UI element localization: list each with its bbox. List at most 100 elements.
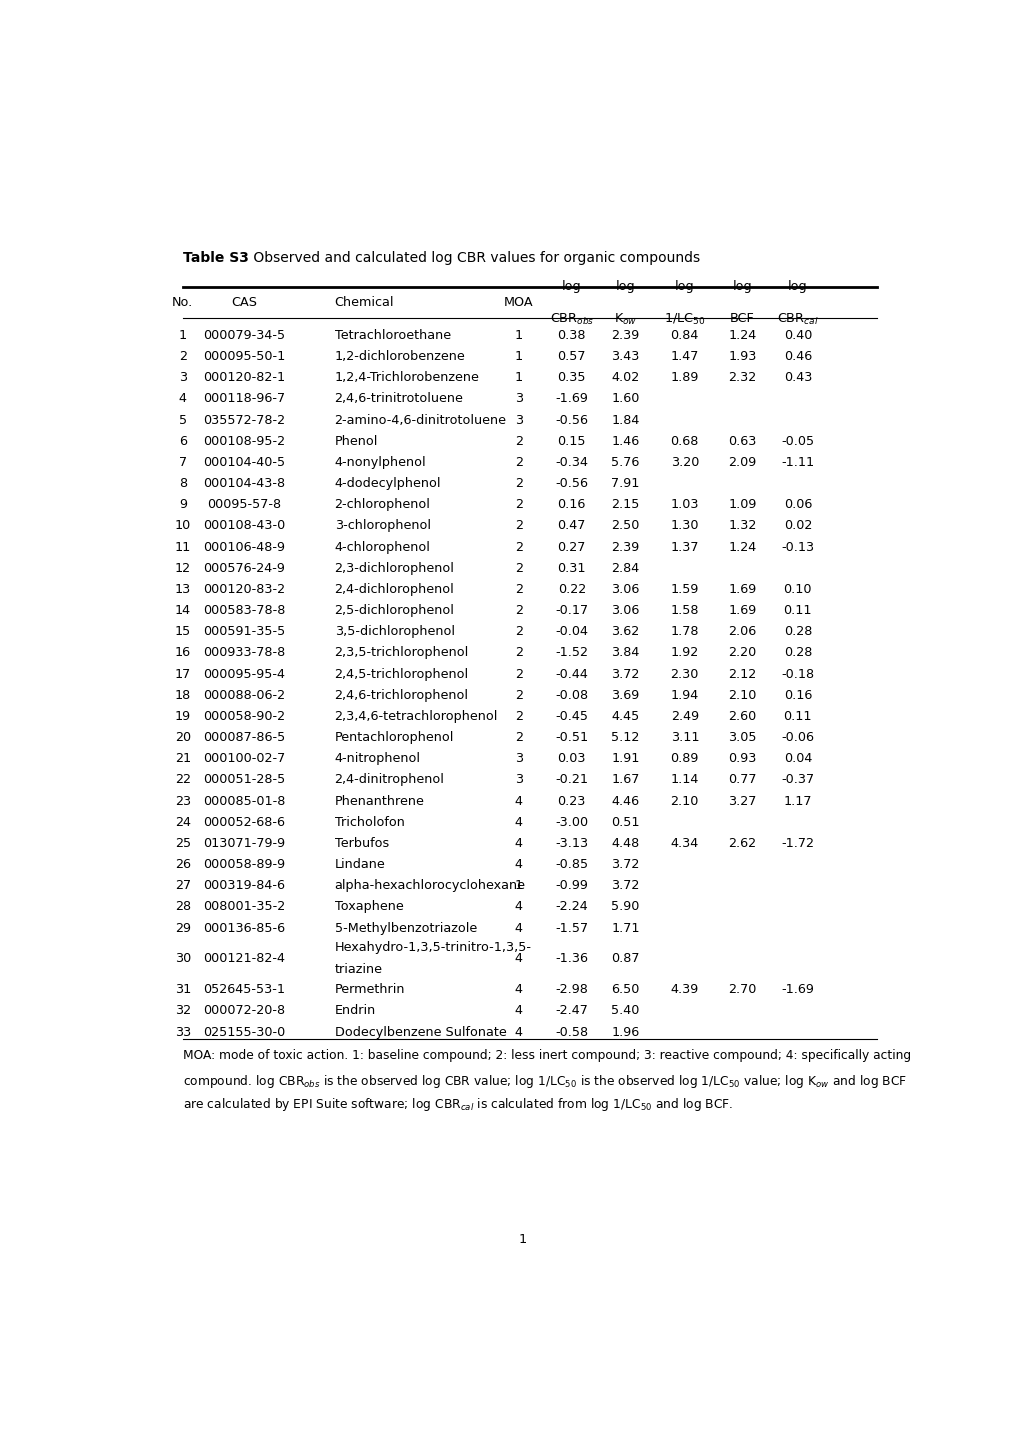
Text: 2: 2	[515, 710, 523, 723]
Text: 1.96: 1.96	[610, 1026, 639, 1039]
Text: -0.56: -0.56	[554, 478, 588, 491]
Text: -1.72: -1.72	[781, 837, 813, 850]
Text: No.: No.	[172, 296, 194, 309]
Text: 2,4-dinitrophenol: 2,4-dinitrophenol	[334, 773, 444, 786]
Text: 000108-43-0: 000108-43-0	[203, 519, 285, 532]
Text: -2.24: -2.24	[554, 900, 588, 913]
Text: 000058-89-9: 000058-89-9	[203, 859, 285, 872]
Text: 1.78: 1.78	[669, 625, 698, 638]
Text: Phenol: Phenol	[334, 434, 378, 447]
Text: 2,3-dichlorophenol: 2,3-dichlorophenol	[334, 561, 454, 574]
Text: 2: 2	[515, 732, 523, 745]
Text: 2: 2	[515, 625, 523, 638]
Text: 2: 2	[515, 456, 523, 469]
Text: 1.17: 1.17	[783, 795, 811, 808]
Text: 4.45: 4.45	[610, 710, 639, 723]
Text: 0.40: 0.40	[783, 329, 811, 342]
Text: 1.59: 1.59	[669, 583, 698, 596]
Text: 000051-28-5: 000051-28-5	[203, 773, 285, 786]
Text: 3.62: 3.62	[610, 625, 639, 638]
Text: -3.00: -3.00	[554, 815, 588, 828]
Text: 4: 4	[515, 815, 523, 828]
Text: 14: 14	[174, 605, 191, 618]
Text: 3,5-dichlorophenol: 3,5-dichlorophenol	[334, 625, 454, 638]
Text: 1,2-dichlorobenzene: 1,2-dichlorobenzene	[334, 351, 465, 364]
Text: 4.46: 4.46	[610, 795, 639, 808]
Text: 26: 26	[174, 859, 191, 872]
Text: 2: 2	[515, 561, 523, 574]
Text: 4: 4	[515, 900, 523, 913]
Text: 0.03: 0.03	[557, 752, 586, 765]
Text: 4: 4	[515, 952, 523, 965]
Text: Lindane: Lindane	[334, 859, 385, 872]
Text: 0.46: 0.46	[783, 351, 811, 364]
Text: 2-chlorophenol: 2-chlorophenol	[334, 498, 430, 511]
Text: 28: 28	[174, 900, 191, 913]
Text: 4.48: 4.48	[610, 837, 639, 850]
Text: 2,4-dichlorophenol: 2,4-dichlorophenol	[334, 583, 453, 596]
Text: -1.69: -1.69	[554, 392, 588, 405]
Text: 21: 21	[174, 752, 191, 765]
Text: MOA: MOA	[503, 296, 533, 309]
Text: 000052-68-6: 000052-68-6	[204, 815, 285, 828]
Text: 000100-02-7: 000100-02-7	[203, 752, 285, 765]
Text: 000319-84-6: 000319-84-6	[204, 879, 285, 892]
Text: 2.60: 2.60	[728, 710, 756, 723]
Text: 7: 7	[178, 456, 186, 469]
Text: 11: 11	[174, 541, 191, 554]
Text: 0.89: 0.89	[669, 752, 698, 765]
Text: 2,5-dichlorophenol: 2,5-dichlorophenol	[334, 605, 454, 618]
Text: 1: 1	[519, 1234, 526, 1247]
Text: -1.36: -1.36	[554, 952, 588, 965]
Text: 000136-85-6: 000136-85-6	[203, 922, 285, 935]
Text: 4: 4	[178, 392, 186, 405]
Text: 1.69: 1.69	[728, 605, 756, 618]
Text: 3.72: 3.72	[610, 668, 639, 681]
Text: 3: 3	[515, 773, 523, 786]
Text: 0.93: 0.93	[728, 752, 756, 765]
Text: 0.28: 0.28	[783, 625, 811, 638]
Text: -2.98: -2.98	[554, 983, 588, 996]
Text: 00095-57-8: 00095-57-8	[207, 498, 281, 511]
Text: 1.93: 1.93	[728, 351, 756, 364]
Text: -0.17: -0.17	[554, 605, 588, 618]
Text: 2,3,5-trichlorophenol: 2,3,5-trichlorophenol	[334, 646, 469, 659]
Text: 0.38: 0.38	[557, 329, 586, 342]
Text: Permethrin: Permethrin	[334, 983, 405, 996]
Text: 3.20: 3.20	[669, 456, 698, 469]
Text: 000106-48-9: 000106-48-9	[204, 541, 285, 554]
Text: Endrin: Endrin	[334, 1004, 375, 1017]
Text: 6.50: 6.50	[610, 983, 639, 996]
Text: 000583-78-8: 000583-78-8	[203, 605, 285, 618]
Text: 2.62: 2.62	[728, 837, 756, 850]
Text: -0.06: -0.06	[781, 732, 813, 745]
Text: 0.10: 0.10	[783, 583, 811, 596]
Text: 16: 16	[174, 646, 191, 659]
Text: K$_{ow}$: K$_{ow}$	[613, 312, 637, 328]
Text: -0.13: -0.13	[781, 541, 813, 554]
Text: 1.89: 1.89	[669, 371, 698, 384]
Text: -0.34: -0.34	[554, 456, 588, 469]
Text: 4-nonylphenol: 4-nonylphenol	[334, 456, 426, 469]
Text: 2,4,6-trichlorophenol: 2,4,6-trichlorophenol	[334, 688, 468, 701]
Text: 000120-82-1: 000120-82-1	[203, 371, 285, 384]
Text: log: log	[788, 280, 807, 293]
Text: 0.31: 0.31	[557, 561, 586, 574]
Text: 1.91: 1.91	[610, 752, 639, 765]
Text: 1.67: 1.67	[610, 773, 639, 786]
Text: 3.11: 3.11	[669, 732, 698, 745]
Text: Hexahydro-1,3,5-trinitro-1,3,5-: Hexahydro-1,3,5-trinitro-1,3,5-	[334, 941, 531, 954]
Text: triazine: triazine	[334, 964, 382, 977]
Text: 25: 25	[174, 837, 191, 850]
Text: -2.47: -2.47	[554, 1004, 588, 1017]
Text: 2.39: 2.39	[610, 541, 639, 554]
Text: 1.09: 1.09	[728, 498, 756, 511]
Text: CAS: CAS	[231, 296, 257, 309]
Text: 29: 29	[174, 922, 191, 935]
Text: log: log	[732, 280, 752, 293]
Text: -0.04: -0.04	[554, 625, 588, 638]
Text: 4: 4	[515, 859, 523, 872]
Text: 2: 2	[515, 434, 523, 447]
Text: 000079-34-5: 000079-34-5	[203, 329, 285, 342]
Text: 4-dodecylphenol: 4-dodecylphenol	[334, 478, 440, 491]
